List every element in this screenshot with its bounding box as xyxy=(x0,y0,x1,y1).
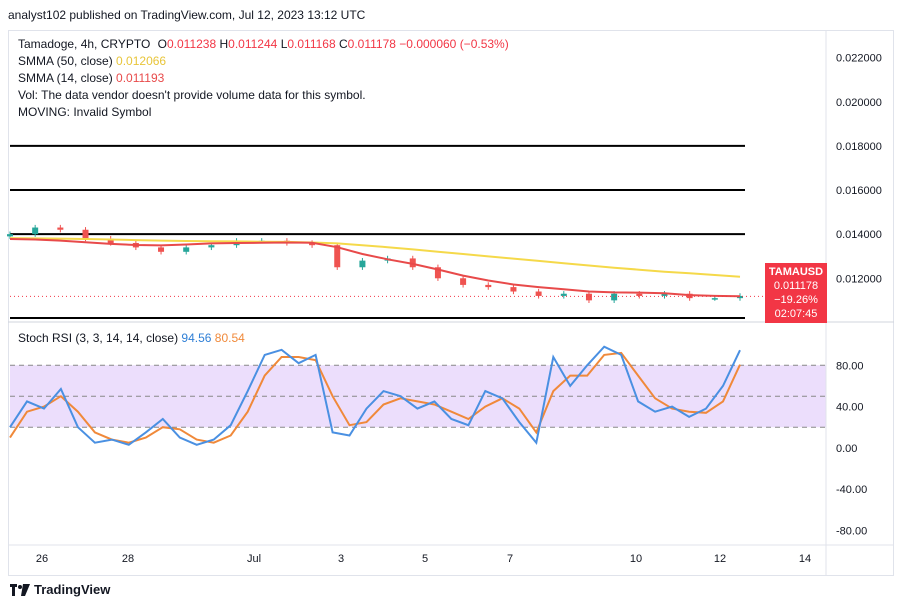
vol-legend: Vol: The data vendor doesn't provide vol… xyxy=(18,88,366,102)
price-tag-change: −19.26% xyxy=(774,294,818,306)
stoch-tick-label: 40.00 xyxy=(836,402,864,414)
sma14-value: 0.011193 xyxy=(116,71,165,85)
support-resistance-lines xyxy=(10,144,745,319)
time-tick-label: 10 xyxy=(630,553,642,565)
change-value: −0.000060 (−0.53%) xyxy=(399,37,509,51)
stoch-tick-label: 0.00 xyxy=(836,443,857,455)
sma50-label: SMMA (50, close) xyxy=(18,54,113,68)
stoch-tick-label: 80.00 xyxy=(836,360,864,372)
candle-body xyxy=(82,229,89,239)
price-tag-symbol: TAMAUSD xyxy=(765,265,827,279)
symbol-name: Tamadoge, 4h, CRYPTO xyxy=(18,37,151,51)
time-tick-label: 12 xyxy=(714,553,726,565)
stoch-k-line xyxy=(9,345,741,446)
low-value: 0.011168 xyxy=(287,37,336,51)
price-tick-label: 0.020000 xyxy=(836,97,882,109)
high-value: 0.011244 xyxy=(228,37,278,51)
stoch-legend: Stoch RSI (3, 3, 14, 14, close) 94.56 80… xyxy=(18,330,245,347)
candle-body xyxy=(711,298,718,300)
candle-body xyxy=(485,284,492,288)
close-label: C xyxy=(339,37,348,51)
sma50-legend: SMMA (50, close) 0.012066 xyxy=(18,53,509,70)
candle-body xyxy=(636,293,643,296)
candle-body xyxy=(359,260,366,268)
symbol-ohlc-line: Tamadoge, 4h, CRYPTO O0.011238 H0.011244… xyxy=(18,36,509,53)
candle-body xyxy=(510,287,517,292)
close-value: 0.011178 xyxy=(347,37,396,51)
open-label: O xyxy=(157,37,167,51)
moving-legend: MOVING: Invalid Symbol xyxy=(18,105,152,119)
candle-body xyxy=(158,247,165,252)
candle-body xyxy=(585,293,592,301)
price-axis-ticks: 0.022000 0.020000 0.018000 0.016000 0.014000… xyxy=(836,53,882,286)
candle-body xyxy=(57,227,64,230)
candles xyxy=(7,224,743,303)
candle-body xyxy=(309,242,316,246)
time-tick-label: 14 xyxy=(799,553,811,565)
price-tick-label: 0.016000 xyxy=(836,185,882,197)
sma50-value: 0.012066 xyxy=(116,54,167,68)
candle-body xyxy=(535,291,542,296)
time-tick-label: 26 xyxy=(36,553,48,565)
sma14-label: SMMA (14, close) xyxy=(18,71,113,85)
candle-body xyxy=(183,247,190,252)
tradingview-logo[interactable]: TradingView xyxy=(10,582,110,597)
time-tick-label: 28 xyxy=(122,553,134,565)
high-label: H xyxy=(219,37,229,51)
candle-body xyxy=(737,295,743,299)
candle-body xyxy=(409,258,416,268)
main-legend: Tamadoge, 4h, CRYPTO O0.011238 H0.011244… xyxy=(18,36,509,121)
candle-body xyxy=(661,293,668,296)
time-tick-label: 5 xyxy=(422,553,428,565)
stoch-label: Stoch RSI (3, 3, 14, 14, close) xyxy=(18,331,179,345)
sma14-legend: SMMA (14, close) 0.011193 xyxy=(18,70,509,87)
candle-body xyxy=(32,227,39,235)
stoch-tick-label: -40.00 xyxy=(836,484,867,496)
stoch-d-value: 80.54 xyxy=(214,331,245,345)
chart-frame[interactable] xyxy=(8,30,894,576)
time-tick-label: Jul xyxy=(247,553,261,565)
candle-body xyxy=(7,234,13,237)
price-tick-label: 0.022000 xyxy=(836,53,882,65)
candle-body xyxy=(611,293,618,301)
price-tick-label: 0.018000 xyxy=(836,141,882,153)
price-tag-price: 0.011178 xyxy=(773,280,819,292)
candle-body xyxy=(560,293,567,296)
time-axis-ticks: 26 28 Jul 3 5 7 10 12 14 xyxy=(36,553,811,565)
time-tick-label: 3 xyxy=(338,553,344,565)
time-tick-label: 7 xyxy=(507,553,513,565)
sma50-line xyxy=(9,237,741,278)
candle-body xyxy=(208,245,215,248)
sma14-line xyxy=(9,238,741,298)
stoch-axis-ticks: 80.00 40.00 0.00 -40.00 -80.00 xyxy=(836,360,867,537)
tradingview-logo-text: TradingView xyxy=(34,582,111,597)
current-price-tag: TAMAUSD 0.011178 −19.26% 02:07:45 xyxy=(765,263,827,323)
publisher-line: analyst102 published on TradingView.com,… xyxy=(8,8,366,22)
price-tick-label: 0.012000 xyxy=(836,273,882,285)
price-tick-label: 0.014000 xyxy=(836,229,882,241)
candle-body xyxy=(334,245,341,268)
stoch-k-value: 94.56 xyxy=(181,331,212,345)
tradingview-logo-icon xyxy=(10,583,30,596)
price-tag-countdown: 02:07:45 xyxy=(774,308,818,320)
open-value: 0.011238 xyxy=(166,37,217,51)
candle-body xyxy=(460,278,467,285)
stoch-tick-label: -80.00 xyxy=(836,526,867,538)
candle-body xyxy=(107,238,114,243)
low-label: L xyxy=(280,37,288,51)
candle-body xyxy=(434,267,441,279)
